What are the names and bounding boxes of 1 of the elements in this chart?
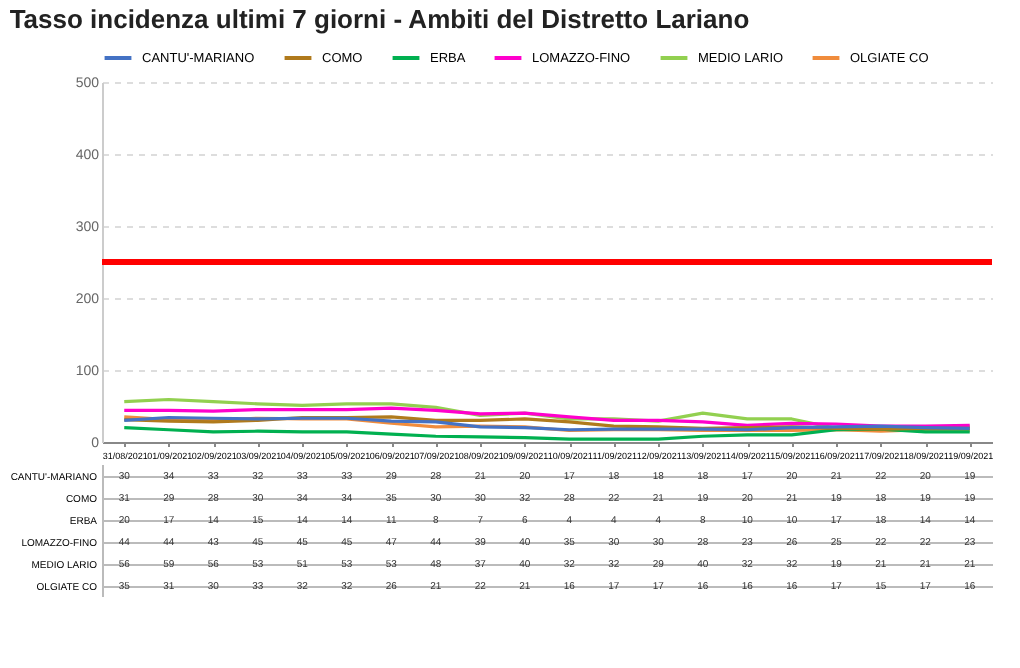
chart-title: Tasso incidenza ultimi 7 giorni - Ambiti del Distretto Lariano bbox=[9, 4, 750, 34]
